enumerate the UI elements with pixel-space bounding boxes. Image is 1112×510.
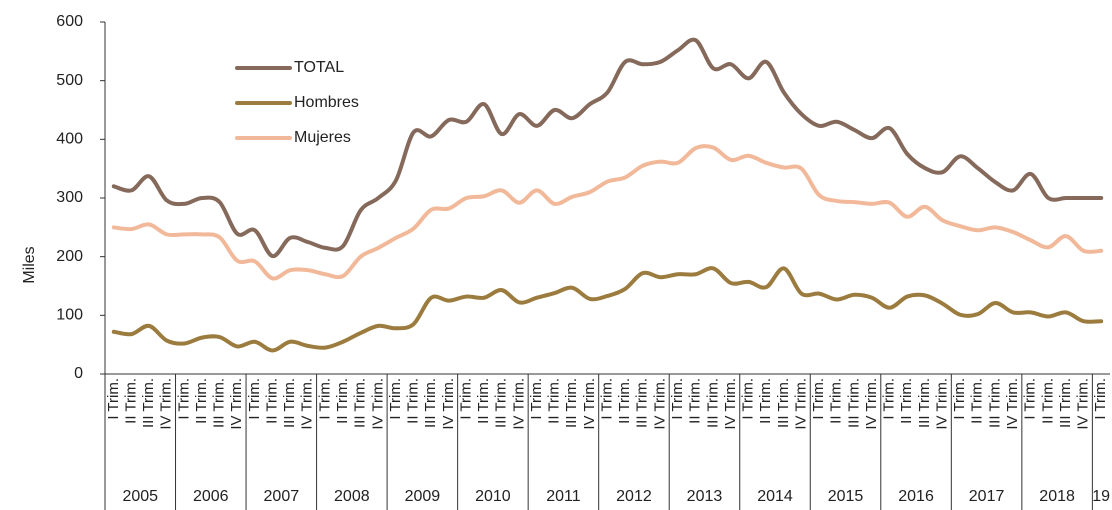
year-label: 2011 bbox=[546, 488, 581, 505]
y-tick-label: 400 bbox=[56, 131, 83, 148]
x-tick-label: II Trim. bbox=[122, 378, 139, 424]
x-tick-label: III Trim. bbox=[916, 378, 933, 428]
year-label: 2005 bbox=[122, 488, 158, 505]
y-tick-label: 100 bbox=[56, 307, 83, 324]
x-tick-label: II Trim. bbox=[405, 378, 422, 424]
x-tick-label: II Trim. bbox=[828, 378, 845, 424]
x-tick-label: II Trim. bbox=[969, 378, 986, 424]
x-tick-label: I Trim. bbox=[316, 378, 333, 420]
x-tick-label: IV Trim. bbox=[933, 378, 950, 430]
line-series bbox=[111, 144, 1104, 281]
x-tick-label: III Trim. bbox=[563, 378, 580, 428]
year-label: 19 bbox=[1092, 488, 1110, 505]
x-tick-label: IV Trim. bbox=[1004, 378, 1021, 430]
x-tick-label: IV Trim. bbox=[792, 378, 809, 430]
x-tick-label: I Trim. bbox=[105, 378, 122, 420]
x-tick-label: I Trim. bbox=[951, 378, 968, 420]
x-tick-label: III Trim. bbox=[986, 378, 1003, 428]
x-tick-label: I Trim. bbox=[881, 378, 898, 420]
y-tick-label: 500 bbox=[56, 72, 83, 89]
x-tick-label: III Trim. bbox=[493, 378, 510, 428]
x-tick-label: I Trim. bbox=[598, 378, 615, 420]
line-series bbox=[111, 37, 1104, 259]
x-tick-label: IV Trim. bbox=[369, 378, 386, 430]
y-tick-label: 200 bbox=[56, 248, 83, 265]
year-label: 2010 bbox=[475, 488, 511, 505]
x-tick-label: III Trim. bbox=[634, 378, 651, 428]
x-tick-label: I Trim. bbox=[669, 378, 686, 420]
legend-label: TOTAL bbox=[294, 59, 344, 76]
x-tick-label: IV Trim. bbox=[651, 378, 668, 430]
x-tick-label: IV Trim. bbox=[863, 378, 880, 430]
x-tick-label: IV Trim. bbox=[158, 378, 175, 430]
x-tick-label: IV Trim. bbox=[1075, 378, 1092, 430]
x-tick-label: IV Trim. bbox=[228, 378, 245, 430]
x-tick-label: II Trim. bbox=[687, 378, 704, 424]
x-tick-label: II Trim. bbox=[263, 378, 280, 424]
x-tick-label: I Trim. bbox=[740, 378, 757, 420]
year-label: 2006 bbox=[193, 488, 229, 505]
x-tick-label: II Trim. bbox=[616, 378, 633, 424]
year-label: 2018 bbox=[1039, 488, 1075, 505]
y-tick-label: 300 bbox=[56, 189, 83, 206]
x-tick-label: I Trim. bbox=[246, 378, 263, 420]
x-tick-label: II Trim. bbox=[334, 378, 351, 424]
legend-label: Mujeres bbox=[294, 129, 351, 146]
x-tick-label: II Trim. bbox=[193, 378, 210, 424]
x-tick-label: II Trim. bbox=[475, 378, 492, 424]
line-series bbox=[111, 266, 1104, 353]
x-tick-label: II Trim. bbox=[898, 378, 915, 424]
x-tick-label: I Trim. bbox=[387, 378, 404, 420]
x-tick-label: III Trim. bbox=[211, 378, 228, 428]
x-tick-label: III Trim. bbox=[845, 378, 862, 428]
y-axis-label: Miles bbox=[21, 246, 38, 283]
year-label: 2012 bbox=[616, 488, 652, 505]
x-tick-label: I Trim. bbox=[528, 378, 545, 420]
x-tick-label: IV Trim. bbox=[581, 378, 598, 430]
x-tick-label: III Trim. bbox=[775, 378, 792, 428]
x-tick-label: III Trim. bbox=[281, 378, 298, 428]
y-tick-label: 0 bbox=[74, 365, 83, 382]
year-label: 2013 bbox=[687, 488, 723, 505]
x-tick-label: I Trim. bbox=[1022, 378, 1039, 420]
x-tick-label: III Trim. bbox=[140, 378, 157, 428]
year-label: 2007 bbox=[264, 488, 300, 505]
x-tick-label: III Trim. bbox=[422, 378, 439, 428]
x-tick-label: III Trim. bbox=[704, 378, 721, 428]
x-tick-label: I Trim. bbox=[1092, 378, 1109, 420]
x-tick-label: I Trim. bbox=[457, 378, 474, 420]
x-tick-label: IV Trim. bbox=[299, 378, 316, 430]
year-label: 2016 bbox=[898, 488, 934, 505]
y-tick-label: 600 bbox=[56, 13, 83, 30]
year-label: 2009 bbox=[405, 488, 441, 505]
x-tick-label: III Trim. bbox=[352, 378, 369, 428]
year-label: 2015 bbox=[828, 488, 864, 505]
x-tick-label: III Trim. bbox=[1057, 378, 1074, 428]
x-tick-label: IV Trim. bbox=[440, 378, 457, 430]
x-tick-label: I Trim. bbox=[810, 378, 827, 420]
year-label: 2017 bbox=[969, 488, 1005, 505]
x-tick-label: II Trim. bbox=[1039, 378, 1056, 424]
x-tick-label: I Trim. bbox=[175, 378, 192, 420]
x-tick-label: II Trim. bbox=[757, 378, 774, 424]
x-tick-label: IV Trim. bbox=[510, 378, 527, 430]
x-tick-label: II Trim. bbox=[546, 378, 563, 424]
year-label: 2008 bbox=[334, 488, 370, 505]
legend-label: Hombres bbox=[294, 94, 359, 111]
year-label: 2014 bbox=[757, 488, 793, 505]
x-tick-label: IV Trim. bbox=[722, 378, 739, 430]
